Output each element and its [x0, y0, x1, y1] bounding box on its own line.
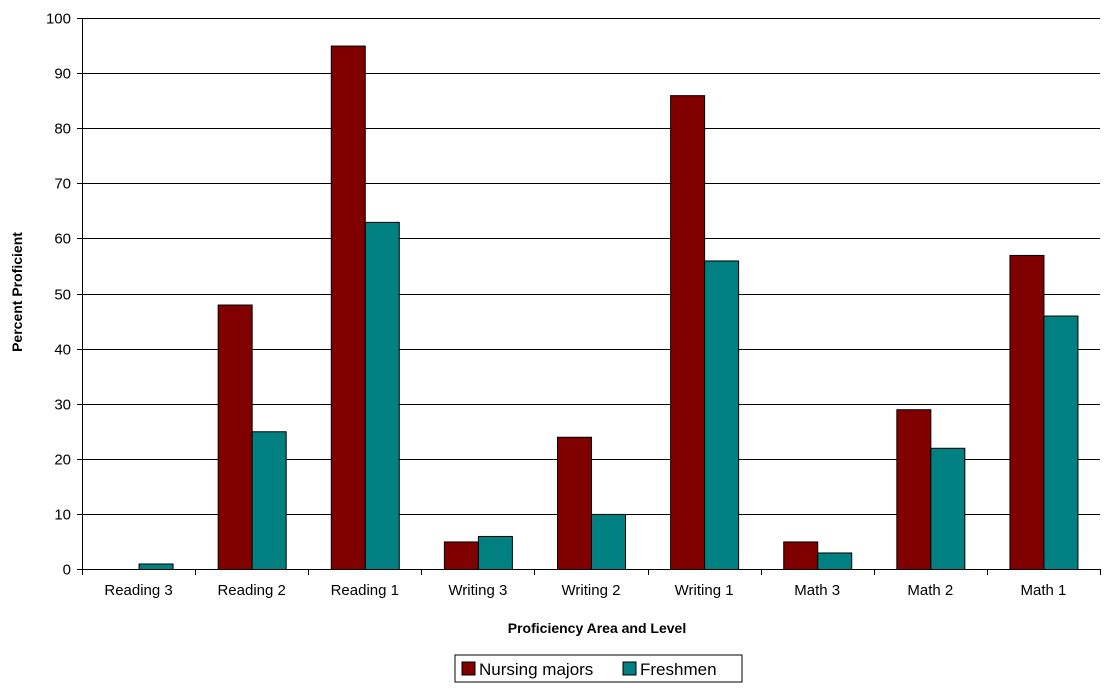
- bar-nursing-majors-math-3: [783, 541, 819, 571]
- bar-nursing-majors-writing-2: [557, 436, 592, 571]
- bar-freshmen-writing-2: [591, 513, 626, 571]
- bar-nursing-majors-math-2: [896, 409, 932, 570]
- bar-nursing-majors-reading-1: [330, 45, 366, 571]
- x-axis-title: Proficiency Area and Level: [508, 620, 686, 636]
- x-tick-label: Reading 3: [104, 582, 172, 599]
- x-tick-label: Reading 2: [217, 582, 285, 599]
- bars: [138, 45, 1079, 571]
- y-tick-label: 90: [54, 66, 71, 83]
- bar-freshmen-reading-1: [364, 221, 400, 570]
- y-tick-label: 30: [54, 397, 71, 414]
- bar-freshmen-writing-1: [704, 260, 740, 570]
- x-tick-label: Math 2: [907, 582, 953, 599]
- x-tick-labels: Reading 3 Reading 2 Reading 1 Writing 3 Writ…: [104, 582, 1066, 599]
- y-tick-label: 10: [54, 507, 71, 524]
- y-tick-label: 60: [54, 231, 71, 248]
- legend-box: [454, 654, 743, 683]
- bar-freshmen-reading-3: [138, 563, 174, 570]
- legend-swatch-nursing-majors: [461, 661, 476, 676]
- bar-freshmen-math-3: [817, 552, 853, 570]
- axes: [77, 18, 1101, 575]
- y-tick-label: 40: [54, 342, 71, 359]
- y-axis-title: Percent Proficient: [9, 232, 25, 352]
- y-tick-label: 50: [54, 287, 71, 304]
- x-tick-label: Writing 2: [562, 582, 621, 599]
- legend-label-nursing-majors: Nursing majors: [479, 660, 593, 679]
- bar-nursing-majors-writing-3: [443, 541, 479, 571]
- y-tick-label: 80: [54, 121, 71, 138]
- x-tick-label: Reading 1: [331, 582, 399, 599]
- bar-nursing-majors-reading-2: [217, 304, 253, 570]
- x-tick-label: Writing 1: [675, 582, 734, 599]
- y-tick-label: 20: [54, 452, 71, 469]
- y-tick-labels: 0 10 20 30 40 50 60 70 80 90 100: [46, 11, 71, 579]
- bar-nursing-majors-writing-1: [670, 95, 706, 570]
- legend-label-freshmen: Freshmen: [640, 660, 717, 679]
- legend: Nursing majors Freshmen: [454, 654, 743, 683]
- bar-freshmen-math-2: [930, 447, 966, 570]
- x-tick-label: Math 3: [794, 582, 840, 599]
- legend-swatch-freshmen: [622, 661, 637, 676]
- bar-nursing-majors-math-1: [1009, 254, 1045, 570]
- x-tick-label: Writing 3: [448, 582, 507, 599]
- y-tick-label: 100: [46, 11, 71, 28]
- bar-freshmen-writing-3: [477, 535, 513, 571]
- bar-freshmen-math-1: [1043, 315, 1079, 571]
- y-tick-label: 70: [54, 176, 71, 193]
- x-tick-label: Math 1: [1021, 582, 1067, 599]
- bar-freshmen-reading-2: [251, 431, 287, 570]
- y-tick-label: 0: [63, 562, 71, 579]
